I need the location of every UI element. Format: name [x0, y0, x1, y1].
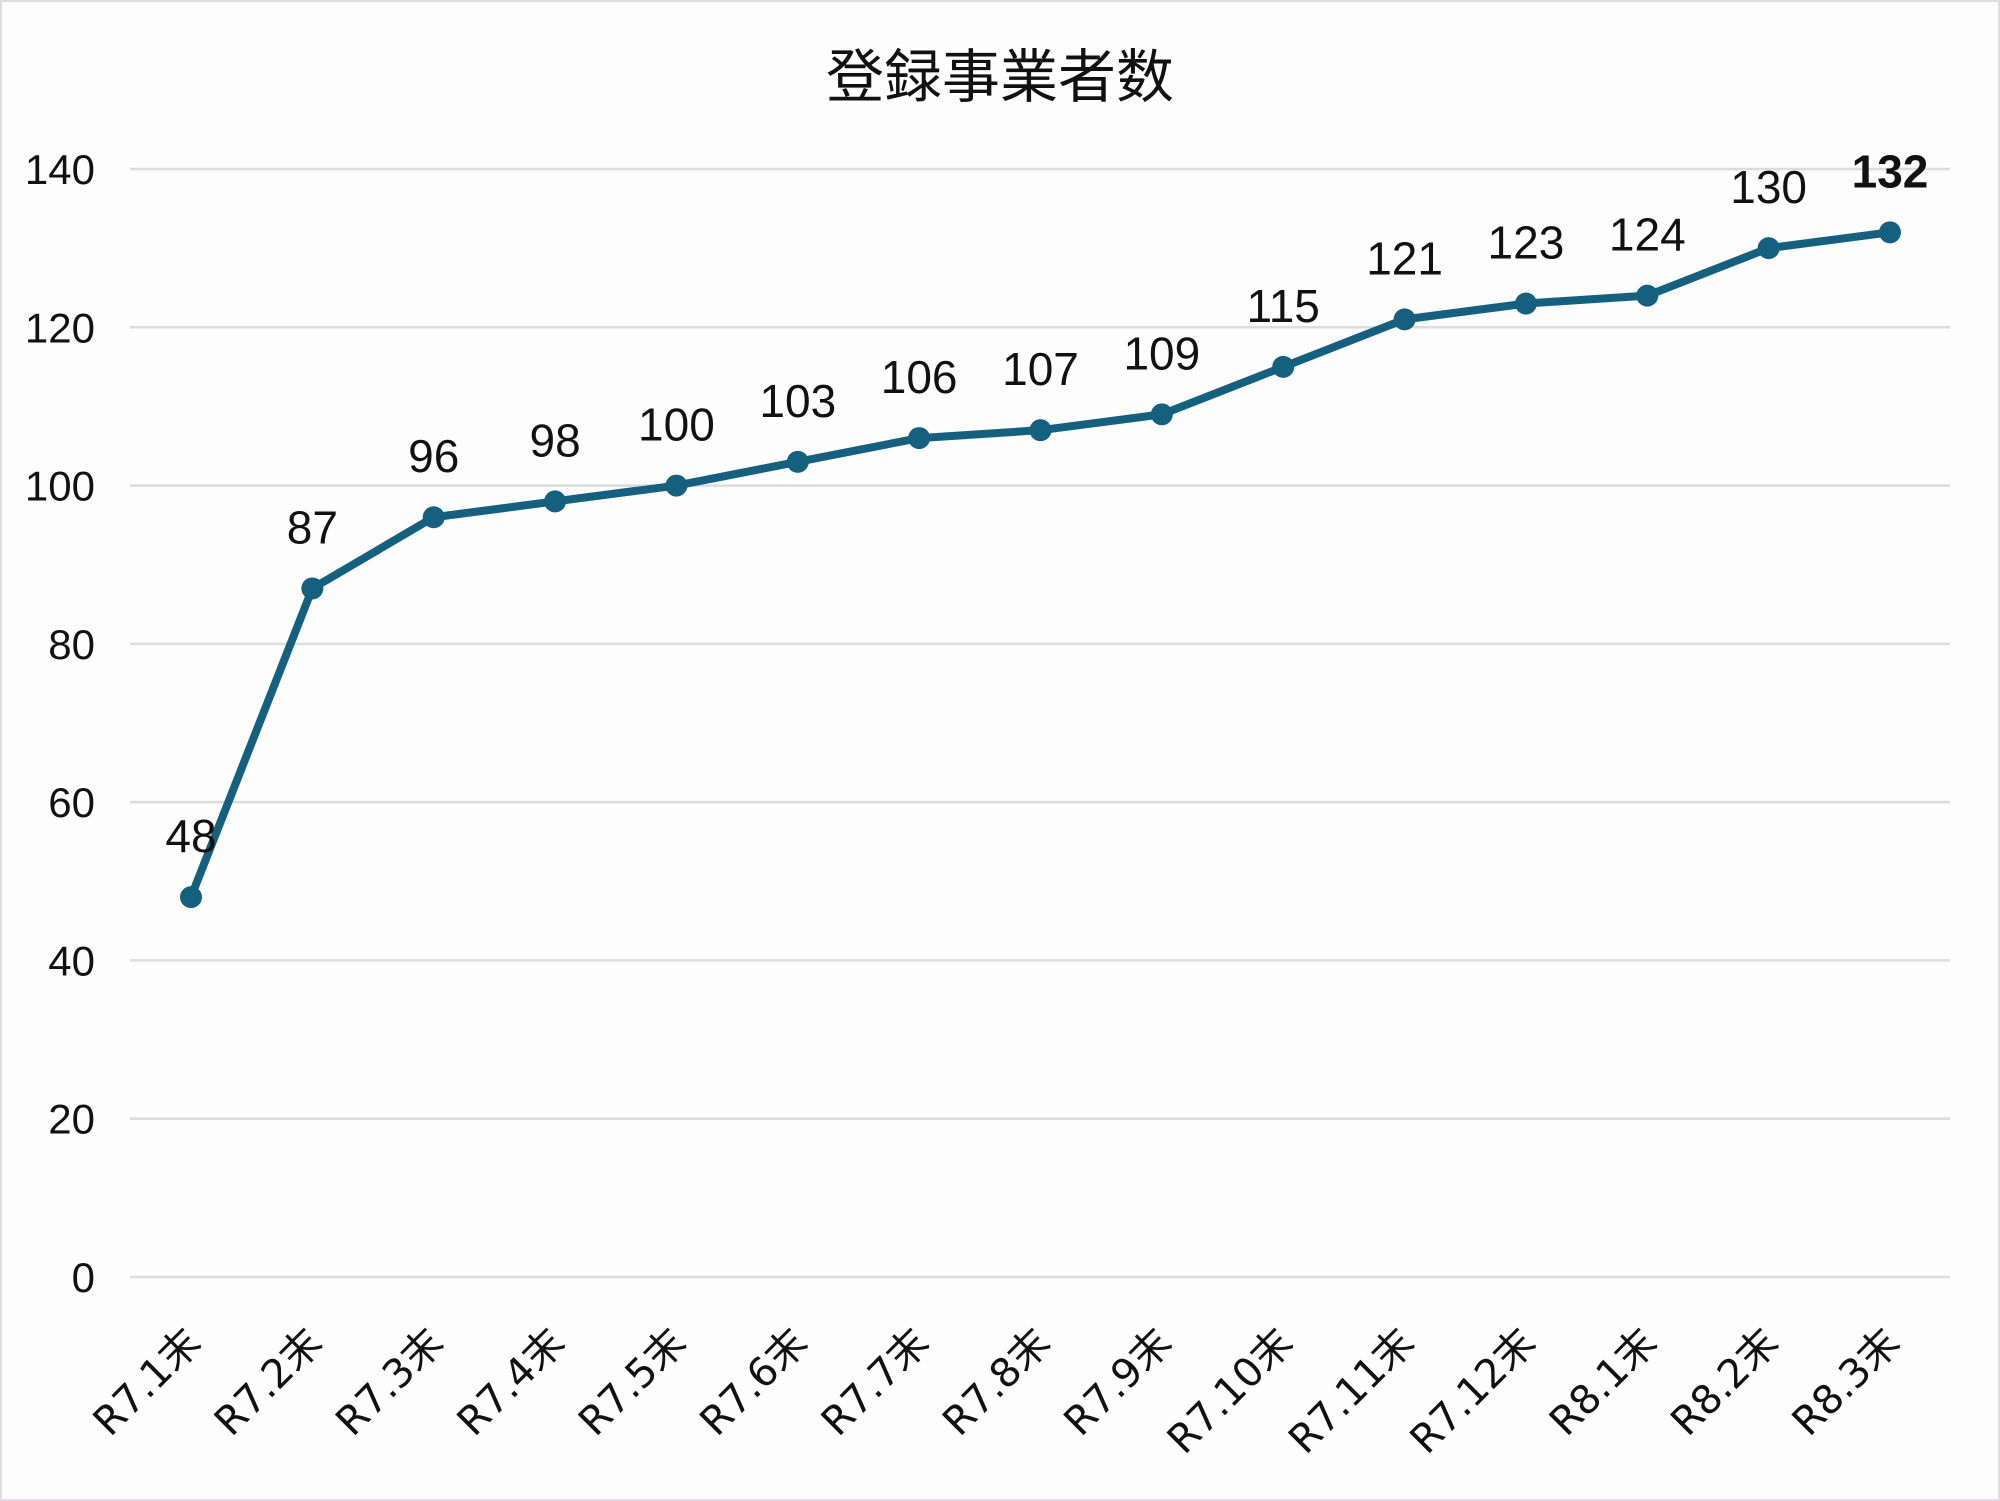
x-tick-label: R7.11末 [1280, 1320, 1423, 1463]
data-point-marker [1393, 308, 1416, 331]
x-tick-label: R7.1末 [85, 1320, 210, 1445]
data-label: 132 [1852, 145, 1929, 197]
x-tick-label: R7.4末 [449, 1320, 574, 1445]
data-point-marker [422, 506, 445, 529]
data-label: 121 [1366, 232, 1443, 284]
data-point-marker [908, 427, 931, 450]
data-point-marker [786, 450, 809, 473]
data-point-marker [1636, 284, 1659, 307]
data-label: 124 [1609, 209, 1686, 261]
data-label: 107 [1002, 343, 1079, 395]
x-tick-label: R8.3末 [1784, 1320, 1909, 1445]
data-point-marker [1757, 237, 1780, 260]
x-tick-label: R7.7末 [813, 1320, 938, 1445]
data-label: 96 [408, 430, 459, 482]
y-tick-label: 140 [25, 146, 95, 193]
data-label: 87 [287, 501, 338, 553]
x-tick-label: R7.12末 [1402, 1320, 1545, 1463]
data-label: 98 [529, 414, 580, 466]
data-point-marker [180, 886, 202, 909]
data-label: 109 [1123, 327, 1200, 379]
gridlines [130, 167, 1950, 1279]
y-tick-label: 80 [48, 621, 95, 668]
data-point-marker [1514, 292, 1537, 315]
chart-title: 登録事業者数 [826, 43, 1174, 111]
y-tick-label: 20 [48, 1096, 95, 1143]
x-tick-label: R7.10末 [1159, 1320, 1302, 1463]
y-axis-ticks: 0 20 40 60 80 100 120 140 [25, 146, 95, 1301]
data-label: 103 [759, 375, 836, 427]
y-tick-label: 60 [48, 779, 95, 826]
data-label: 106 [881, 351, 958, 403]
data-label: 48 [165, 810, 216, 862]
x-tick-label: R7.6末 [691, 1320, 816, 1445]
x-axis-ticks: R7.1末R7.2末R7.3末R7.4末R7.5末R7.6末R7.7末R7.8末… [85, 1320, 1909, 1463]
series-polyline [187, 228, 1894, 902]
x-tick-label: R7.8末 [934, 1320, 1059, 1445]
x-tick-label: R8.2末 [1662, 1320, 1787, 1445]
data-label: 115 [1247, 280, 1320, 332]
y-tick-label: 120 [25, 304, 95, 351]
data-point-marker [301, 577, 324, 600]
x-tick-label: R7.2末 [206, 1320, 331, 1445]
x-tick-label: R8.1末 [1541, 1320, 1666, 1445]
data-point-marker [665, 474, 688, 497]
data-point-marker [1150, 403, 1173, 426]
data-point-marker [1879, 221, 1901, 244]
y-tick-label: 40 [48, 937, 95, 984]
data-labels: 48 87 96 98 100 103 106 107 109 115 121 123 124 130 13… [165, 145, 1928, 862]
y-tick-label: 0 [72, 1254, 95, 1301]
x-tick-label: R7.3末 [327, 1320, 452, 1445]
data-point-marker [1272, 355, 1295, 378]
series-line [180, 221, 1901, 909]
data-point-marker [1029, 419, 1052, 442]
data-label: 100 [638, 399, 715, 451]
x-tick-label: R7.5末 [570, 1320, 695, 1445]
data-point-marker [544, 490, 567, 513]
data-label: 123 [1488, 217, 1565, 269]
data-label: 130 [1730, 161, 1807, 213]
y-tick-label: 100 [25, 463, 95, 510]
